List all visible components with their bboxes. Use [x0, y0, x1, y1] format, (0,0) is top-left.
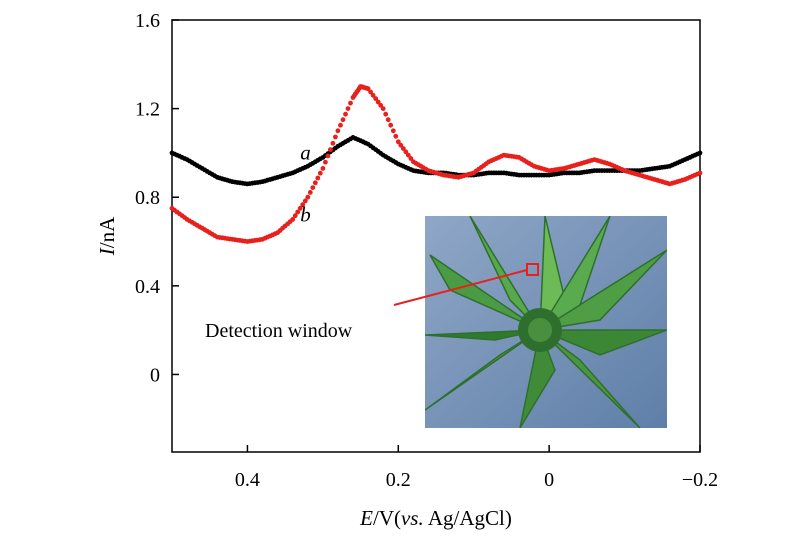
data-point — [338, 122, 343, 128]
detection-window-marker — [526, 263, 539, 276]
curve-label-b: b — [300, 203, 311, 227]
data-point — [290, 217, 296, 222]
y-tick-label: 1.2 — [135, 99, 160, 121]
data-point — [320, 166, 326, 171]
data-point — [333, 134, 338, 140]
y-tick-label: 0.4 — [135, 276, 160, 298]
data-point — [368, 89, 373, 95]
data-point — [393, 133, 399, 139]
data-point — [403, 149, 409, 155]
data-point — [380, 106, 386, 111]
plot-frame — [171, 19, 701, 453]
data-point — [312, 180, 318, 186]
data-point — [697, 150, 703, 156]
aloe-photo-inset — [425, 216, 667, 428]
curve-labels: ab — [300, 141, 311, 227]
data-point — [343, 111, 348, 117]
curve-label-a: a — [300, 141, 311, 165]
data-point — [328, 147, 333, 153]
annotation-leader-line — [393, 269, 528, 306]
x-tick-label: 0.4 — [235, 469, 260, 491]
data-point — [297, 205, 303, 211]
data-point — [365, 86, 371, 92]
x-tick-label: −0.2 — [682, 469, 718, 491]
data-point — [395, 139, 401, 145]
data-point — [390, 128, 396, 134]
x-axis-title: E/V(vs. Ag/AgCl) — [359, 506, 512, 530]
data-point — [385, 117, 391, 123]
data-point — [400, 146, 406, 151]
data-point — [378, 102, 384, 108]
data-point — [335, 128, 341, 134]
data-point — [307, 190, 313, 195]
y-tick-label: 0 — [150, 364, 160, 386]
data-point — [388, 122, 394, 128]
series-b — [169, 84, 703, 244]
data-point — [317, 170, 323, 176]
data-point — [383, 111, 389, 117]
y-axis-title: I/nA — [95, 216, 119, 256]
series-a — [169, 135, 703, 187]
data-point — [330, 140, 336, 146]
y-axis: 0 0.4 0.8 1.2 1.6 — [135, 10, 179, 386]
data-point — [373, 96, 379, 101]
data-point — [323, 159, 328, 165]
data-point — [405, 152, 411, 158]
data-point — [300, 202, 306, 208]
data-point — [408, 156, 414, 161]
data-point — [305, 194, 311, 200]
data-point — [370, 92, 376, 98]
data-point — [315, 175, 321, 181]
data-point — [348, 100, 353, 106]
y-tick-label: 1.6 — [135, 10, 160, 32]
data-point — [310, 185, 316, 191]
data-point — [340, 117, 346, 123]
data-point — [398, 142, 404, 148]
y-tick-label: 0.8 — [135, 187, 160, 209]
annotation-label: Detection window — [205, 320, 353, 342]
data-point — [302, 198, 308, 204]
data-point — [345, 106, 351, 111]
data-point — [325, 153, 331, 159]
data-point — [375, 99, 381, 105]
data-point — [697, 170, 703, 176]
x-tick-label: 0.2 — [386, 469, 411, 491]
x-axis: 0.4 0.2 0 −0.2 — [235, 445, 718, 491]
data-point — [295, 209, 301, 215]
data-series — [169, 84, 703, 244]
x-tick-label: 0 — [544, 469, 554, 491]
data-point — [292, 213, 298, 219]
